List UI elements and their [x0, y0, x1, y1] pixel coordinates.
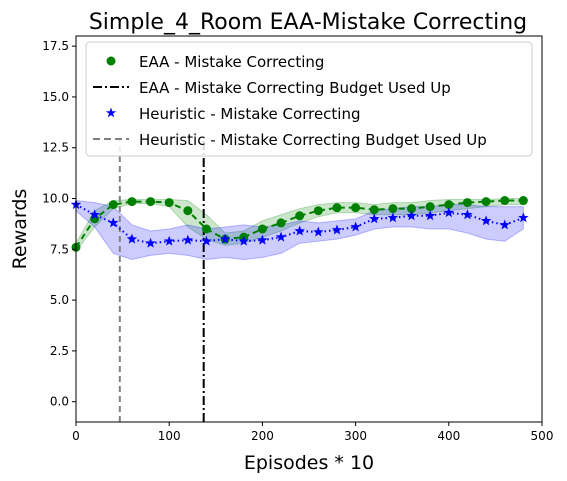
x-axis-ticks: 0 100 200 300 400 500 — [72, 422, 553, 443]
legend-heuristic-label: Heuristic - Mistake Correcting — [139, 105, 361, 123]
data-point-1 — [424, 210, 436, 221]
data-point-1 — [108, 217, 119, 228]
y-tick-label: 15.0 — [42, 90, 69, 104]
data-point-1 — [443, 207, 455, 218]
data-point-0 — [481, 197, 491, 207]
data-point-1 — [350, 221, 361, 232]
legend-eaa-marker — [106, 56, 116, 66]
x-tick-label: 200 — [251, 429, 274, 443]
data-point-0 — [164, 198, 174, 208]
data-point-0 — [369, 205, 379, 215]
data-point-0 — [407, 204, 417, 214]
x-tick-label: 100 — [158, 429, 181, 443]
legend-box — [85, 41, 533, 157]
data-point-0 — [108, 200, 118, 210]
data-point-1 — [275, 231, 287, 242]
data-point-0 — [500, 196, 510, 206]
data-point-0 — [388, 204, 398, 214]
data-point-1 — [387, 212, 399, 223]
x-axis-label: Episodes * 10 — [244, 452, 374, 474]
data-point-1 — [406, 210, 417, 221]
data-point-1 — [89, 209, 100, 220]
y-tick-label: 2.5 — [50, 344, 69, 358]
y-tick-label: 17.5 — [42, 39, 69, 53]
legend-eaa-label: EAA - Mistake Correcting — [139, 53, 324, 71]
data-point-0 — [332, 203, 342, 213]
data-point-1 — [480, 215, 492, 226]
data-point-1 — [369, 213, 380, 224]
data-point-0 — [257, 224, 267, 234]
data-point-1 — [331, 224, 343, 235]
data-point-0 — [462, 198, 472, 208]
data-point-0 — [295, 211, 305, 221]
chart-title: Simple_4_Room EAA-Mistake Correcting — [89, 10, 527, 35]
data-point-1 — [163, 235, 175, 246]
legend: EAA - Mistake Correcting EAA - Mistake C… — [85, 41, 533, 157]
data-point-0 — [444, 200, 454, 210]
data-point-1 — [257, 234, 268, 245]
data-point-1 — [313, 226, 324, 237]
data-point-0 — [351, 203, 361, 213]
data-point-1 — [219, 233, 231, 244]
x-tick-label: 0 — [72, 429, 80, 443]
x-tick-label: 400 — [437, 429, 460, 443]
y-tick-label: 0.0 — [50, 395, 69, 409]
legend-eaa-budget-label: EAA - Mistake Correcting Budget Used Up — [139, 79, 451, 97]
y-axis-ticks: 0.0 2.5 5.0 7.5 10.0 12.5 15.0 17.5 — [42, 39, 76, 409]
data-point-0 — [201, 224, 211, 234]
data-point-1 — [201, 235, 212, 246]
data-point-0 — [127, 197, 137, 207]
budget-lines — [118, 137, 205, 422]
x-tick-label: 300 — [344, 429, 367, 443]
x-tick-label: 500 — [531, 429, 554, 443]
y-tick-label: 10.0 — [42, 192, 69, 206]
data-point-1 — [126, 233, 138, 244]
data-point-1 — [294, 225, 305, 236]
y-tick-label: 12.5 — [42, 141, 69, 155]
y-tick-label: 5.0 — [50, 293, 69, 307]
data-point-1 — [182, 234, 194, 245]
data-point-1 — [145, 237, 156, 248]
data-point-0 — [276, 218, 286, 228]
plot-frame — [75, 35, 543, 423]
y-tick-label: 7.5 — [50, 242, 69, 256]
data-point-0 — [313, 206, 323, 216]
data-point-0 — [425, 202, 435, 212]
data-point-1 — [499, 219, 510, 230]
y-axis-label: Rewards — [9, 189, 31, 270]
data-point-0 — [518, 196, 528, 206]
data-point-1 — [238, 235, 249, 246]
legend-heuristic-marker — [105, 107, 117, 118]
series-markers — [70, 196, 529, 252]
data-point-0 — [146, 197, 156, 207]
data-point-1 — [462, 209, 473, 220]
data-point-0 — [183, 206, 193, 216]
data-point-1 — [518, 212, 529, 223]
legend-heuristic-budget-label: Heuristic - Mistake Correcting Budget Us… — [139, 131, 487, 149]
